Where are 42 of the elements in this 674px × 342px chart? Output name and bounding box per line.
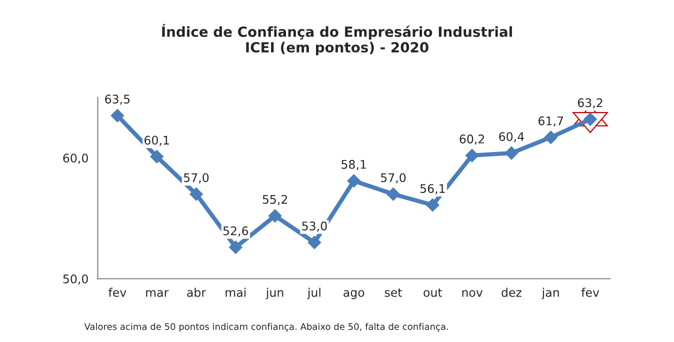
x-tick-label: mar xyxy=(146,290,169,297)
x-tick-label: ago xyxy=(344,290,364,300)
x-tick-label: jan xyxy=(542,288,559,300)
data-label: 55,2 xyxy=(262,194,288,206)
data-label: 57,0 xyxy=(184,173,209,184)
data-label: 60,4 xyxy=(499,132,524,142)
text: Valores acima de 50 pontos indicam confiança. Abaixo de 50, falta de confiança. xyxy=(84,323,448,332)
point xyxy=(347,174,360,188)
point xyxy=(308,236,322,250)
data-label: 56,1 xyxy=(420,184,445,194)
data-label: 58,1 xyxy=(342,160,366,170)
point xyxy=(426,198,440,212)
point xyxy=(190,188,203,201)
point xyxy=(386,188,400,201)
data-label: 63,5 xyxy=(105,94,130,105)
x-tick-label: jul xyxy=(307,288,320,300)
data-label: 52,6 xyxy=(223,226,248,237)
point xyxy=(544,130,558,144)
x-tick-label: fev xyxy=(108,288,126,297)
point xyxy=(110,109,124,122)
x-tick-label: fev xyxy=(581,288,600,297)
point xyxy=(229,240,242,254)
chart-title: Índice de Confiança do Empresário Industrial ICEI (em pontos) - 2020 xyxy=(162,24,512,56)
data-label: 60,1 xyxy=(144,136,169,146)
x-tick-label: nov xyxy=(462,290,483,297)
data-label: 61,7 xyxy=(538,116,563,127)
data-label: 53,0 xyxy=(302,222,327,232)
data-label: 60,2 xyxy=(460,134,484,145)
point xyxy=(150,150,164,164)
point xyxy=(465,148,479,162)
point xyxy=(268,209,282,222)
x-tick-label: set xyxy=(384,288,402,297)
point xyxy=(504,146,518,160)
y-tick-label: 50,0 xyxy=(63,274,88,285)
x-tick-label: jun xyxy=(266,288,284,300)
data-label: 63,2 xyxy=(578,98,602,108)
x-tick-label: dez xyxy=(502,288,522,297)
data-label: 57,0 xyxy=(381,173,406,184)
y-tick-label: 60,0 xyxy=(63,154,88,164)
x-tick-label: out xyxy=(424,288,442,297)
x-tick-label: abr xyxy=(187,288,206,297)
x-tick-label: mai xyxy=(226,288,246,297)
